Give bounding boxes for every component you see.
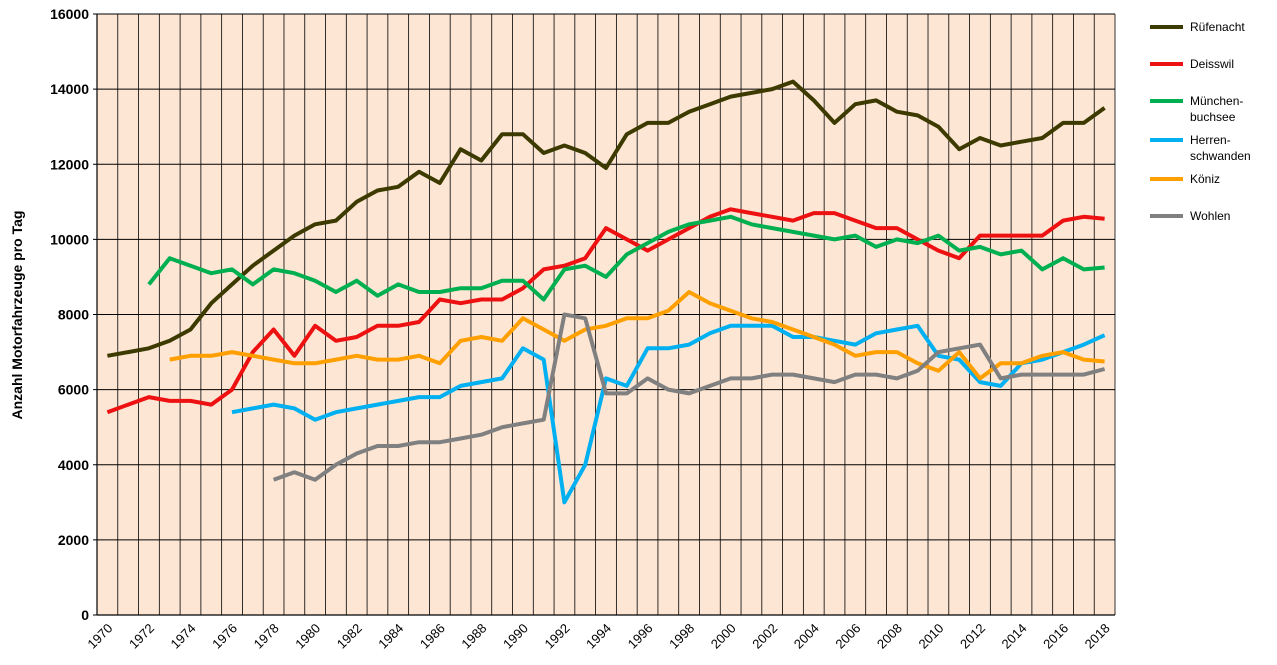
y-tick-label: 6000 — [58, 382, 89, 398]
x-tick-label: 1978 — [251, 621, 282, 652]
x-tick-label: 1998 — [666, 621, 697, 652]
legend-label: Köniz — [1190, 172, 1220, 186]
x-tick-label: 1986 — [417, 621, 448, 652]
x-tick-label: 1996 — [625, 621, 656, 652]
y-tick-label: 12000 — [50, 156, 89, 172]
x-tick-label: 1976 — [209, 621, 240, 652]
series-line — [272, 312, 1106, 482]
x-tick-label: 2018 — [1082, 621, 1113, 652]
legend-label: Wohlen — [1190, 209, 1230, 223]
x-tick-label: 2010 — [915, 621, 946, 652]
series-line — [106, 207, 1105, 415]
x-tick-label: 1980 — [292, 621, 323, 652]
series-line — [107, 79, 1106, 358]
y-tick-label: 14000 — [50, 81, 89, 97]
x-tick-label: 2016 — [1040, 621, 1071, 652]
series-line — [147, 214, 1105, 302]
x-tick-label: 2006 — [832, 621, 863, 652]
legend-label: Rüfenacht — [1190, 20, 1245, 34]
y-axis-label: Anzahl Motorfahrzeuge pro Tag — [9, 211, 25, 420]
x-tick-label: 1982 — [334, 621, 365, 652]
x-tick-label: 1992 — [542, 621, 573, 652]
legend-label: Herren-schwanden — [1190, 133, 1251, 163]
x-tick-label: 2000 — [708, 621, 739, 652]
y-tick-label: 8000 — [58, 307, 89, 323]
series-line — [231, 323, 1106, 505]
x-tick-label: 2002 — [749, 621, 780, 652]
y-tick-label: 4000 — [58, 457, 89, 473]
series-line — [169, 290, 1105, 381]
x-tick-label: 2004 — [791, 621, 822, 652]
y-tick-label: 10000 — [50, 231, 89, 247]
x-tick-label: 1970 — [84, 621, 115, 652]
y-tick-label: 2000 — [58, 532, 89, 548]
x-tick-label: 1984 — [375, 621, 406, 652]
x-tick-label: 2014 — [999, 621, 1030, 652]
x-tick-label: 1990 — [500, 621, 531, 652]
x-tick-label: 1988 — [458, 621, 489, 652]
x-tick-label: 2012 — [957, 621, 988, 652]
x-tick-label: 1994 — [583, 621, 614, 652]
y-tick-label: 0 — [81, 607, 89, 623]
x-tick-label: 2008 — [874, 621, 905, 652]
x-tick-label: 1974 — [168, 621, 199, 652]
legend-label: Deisswil — [1190, 57, 1234, 71]
legend-label: München-buchsee — [1190, 94, 1243, 124]
y-tick-label: 16000 — [50, 6, 89, 22]
x-tick-label: 1972 — [126, 621, 157, 652]
